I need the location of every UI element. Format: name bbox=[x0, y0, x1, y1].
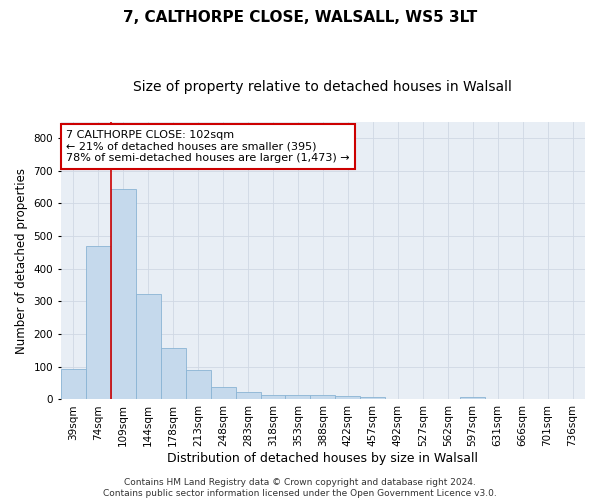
Text: Contains HM Land Registry data © Crown copyright and database right 2024.
Contai: Contains HM Land Registry data © Crown c… bbox=[103, 478, 497, 498]
Bar bbox=[310, 395, 335, 400]
Text: 7 CALTHORPE CLOSE: 102sqm
← 21% of detached houses are smaller (395)
78% of semi: 7 CALTHORPE CLOSE: 102sqm ← 21% of detac… bbox=[66, 130, 350, 163]
Bar bbox=[335, 396, 361, 400]
Bar bbox=[111, 188, 136, 400]
Bar bbox=[61, 369, 86, 400]
X-axis label: Distribution of detached houses by size in Walsall: Distribution of detached houses by size … bbox=[167, 452, 478, 465]
Bar bbox=[161, 348, 185, 400]
Bar bbox=[185, 370, 211, 400]
Y-axis label: Number of detached properties: Number of detached properties bbox=[15, 168, 28, 354]
Bar bbox=[361, 397, 385, 400]
Bar bbox=[236, 392, 260, 400]
Bar bbox=[136, 294, 161, 400]
Bar bbox=[260, 395, 286, 400]
Bar bbox=[86, 246, 111, 400]
Bar bbox=[286, 395, 310, 400]
Bar bbox=[460, 397, 485, 400]
Text: 7, CALTHORPE CLOSE, WALSALL, WS5 3LT: 7, CALTHORPE CLOSE, WALSALL, WS5 3LT bbox=[123, 10, 477, 25]
Title: Size of property relative to detached houses in Walsall: Size of property relative to detached ho… bbox=[133, 80, 512, 94]
Bar bbox=[211, 387, 236, 400]
